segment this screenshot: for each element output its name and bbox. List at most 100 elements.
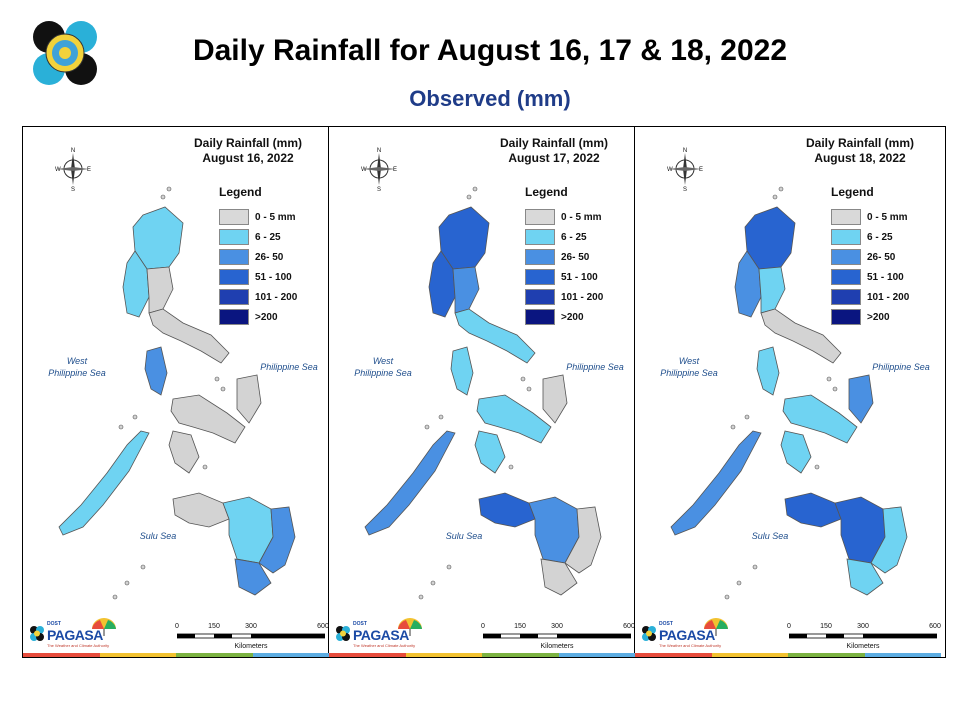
- legend-item: 6 - 25: [831, 227, 941, 247]
- agency-tagline: The Weather and Climate Authority: [353, 643, 416, 648]
- color-strip: [635, 653, 941, 657]
- scale-tick: 300: [551, 623, 563, 630]
- scale-tick: 150: [820, 623, 832, 630]
- small-island: [446, 564, 452, 570]
- small-island: [430, 580, 436, 586]
- sulu-sea-label: Sulu Sea: [751, 531, 789, 541]
- small-island: [466, 194, 472, 200]
- scale-units: Kilometers: [540, 643, 574, 650]
- small-island: [202, 464, 208, 470]
- map-title-date: August 18, 2022: [814, 151, 906, 165]
- west-philippine-sea-label: West Philippine Sea: [649, 355, 729, 379]
- legend-item: >200: [219, 307, 329, 327]
- region-mindanao-east: [258, 506, 296, 574]
- svg-text:W: W: [667, 167, 673, 173]
- legend-label: 6 - 25: [867, 231, 893, 243]
- legend-label: 101 - 200: [255, 291, 298, 303]
- agency-prefix: DOST: [47, 621, 61, 627]
- region-mindanao-east: [870, 506, 908, 574]
- pagasa-logo: DOST PAGASA The Weather and Climate Auth…: [335, 618, 425, 649]
- rainfall-map-panels: N S W E Daily Rainfall (mm) August 16, 2…: [22, 126, 946, 658]
- legend-label: 51 - 100: [561, 271, 598, 283]
- dost-mini-logo-icon: [30, 626, 44, 641]
- legend-swatch: [525, 269, 555, 285]
- small-island: [772, 194, 778, 200]
- legend-label: 26- 50: [867, 251, 896, 263]
- svg-text:W: W: [361, 167, 367, 173]
- sea-label-line: West: [66, 356, 88, 366]
- region-mindoro: [450, 346, 474, 396]
- umbrella-icon: [704, 618, 728, 636]
- page-title: Daily Rainfall for August 16, 17 & 18, 2…: [192, 34, 788, 67]
- map-title: Daily Rainfall (mm) August 18, 2022: [785, 136, 935, 166]
- sea-label-line: Philippine Sea: [48, 368, 106, 378]
- legend-swatch: [831, 249, 861, 265]
- svg-text:W: W: [55, 167, 61, 173]
- legend-swatch: [525, 309, 555, 325]
- region-visayas: [782, 394, 858, 444]
- region-visayas: [474, 430, 506, 474]
- color-strip: [329, 653, 635, 657]
- philippine-sea-label: Philippine Sea: [872, 362, 930, 372]
- color-strip: [23, 653, 329, 657]
- svg-text:N: N: [71, 148, 75, 154]
- region-visayas: [476, 394, 552, 444]
- legend-label: 0 - 5 mm: [867, 211, 908, 223]
- svg-text:E: E: [87, 167, 91, 173]
- scale-tick: 600: [929, 623, 941, 630]
- legend-label: 51 - 100: [867, 271, 904, 283]
- agency-name: PAGASA: [353, 627, 409, 643]
- west-philippine-sea-label: West Philippine Sea: [343, 355, 423, 379]
- region-luzon-south: [148, 308, 230, 364]
- region-luzon-central: [146, 266, 174, 314]
- legend-label: 26- 50: [255, 251, 284, 263]
- scale-tick: 600: [317, 623, 329, 630]
- legend-swatch: [525, 229, 555, 245]
- small-island: [508, 464, 514, 470]
- svg-text:S: S: [71, 187, 75, 191]
- legend-item: 101 - 200: [219, 287, 329, 307]
- region-luzon-central: [758, 266, 786, 314]
- map-title: Daily Rainfall (mm) August 17, 2022: [479, 136, 629, 166]
- legend-title: Legend: [525, 185, 568, 199]
- region-luzon-central: [452, 266, 480, 314]
- agency-name: PAGASA: [47, 627, 103, 643]
- north-arrow-icon: N S W E: [361, 148, 397, 191]
- sulu-sea-label: Sulu Sea: [445, 531, 483, 541]
- legend-item: 26- 50: [219, 247, 329, 267]
- small-island: [140, 564, 146, 570]
- region-mindanao-west: [172, 492, 230, 528]
- north-arrow-icon: N S W E: [55, 148, 91, 191]
- svg-text:S: S: [683, 187, 687, 191]
- scale-bar: 0 150 300 600 Kilometers: [481, 623, 635, 653]
- small-island: [214, 376, 220, 382]
- legend-label: 101 - 200: [867, 291, 910, 303]
- dost-seal-logo: [32, 20, 98, 86]
- svg-text:N: N: [377, 148, 381, 154]
- legend-swatch: [525, 209, 555, 225]
- philippine-sea-label: Philippine Sea: [566, 362, 624, 372]
- legend-item: 51 - 100: [219, 267, 329, 287]
- legend-item: >200: [525, 307, 635, 327]
- legend-swatch: [219, 249, 249, 265]
- legend-label: 101 - 200: [561, 291, 604, 303]
- region-visayas: [168, 430, 200, 474]
- legend-item: 26- 50: [525, 247, 635, 267]
- region-mindanao-west: [784, 492, 842, 528]
- map-title-line1: Daily Rainfall (mm): [499, 136, 609, 150]
- west-philippine-sea-label: West Philippine Sea: [37, 355, 117, 379]
- small-island: [832, 386, 838, 392]
- legend-swatch: [219, 309, 249, 325]
- sea-label-line: Philippine Sea: [354, 368, 412, 378]
- svg-text:E: E: [393, 167, 397, 173]
- small-island: [418, 594, 424, 600]
- scale-bar: 0 150 300 600 Kilometers: [175, 623, 329, 653]
- small-island: [220, 386, 226, 392]
- small-island: [424, 424, 430, 430]
- region-mindoro: [756, 346, 780, 396]
- scale-tick: 0: [481, 623, 485, 630]
- sea-label-line: West: [678, 356, 700, 366]
- pagasa-logo: DOST PAGASA The Weather and Climate Auth…: [29, 618, 119, 649]
- small-island: [438, 414, 444, 420]
- region-visayas: [780, 430, 812, 474]
